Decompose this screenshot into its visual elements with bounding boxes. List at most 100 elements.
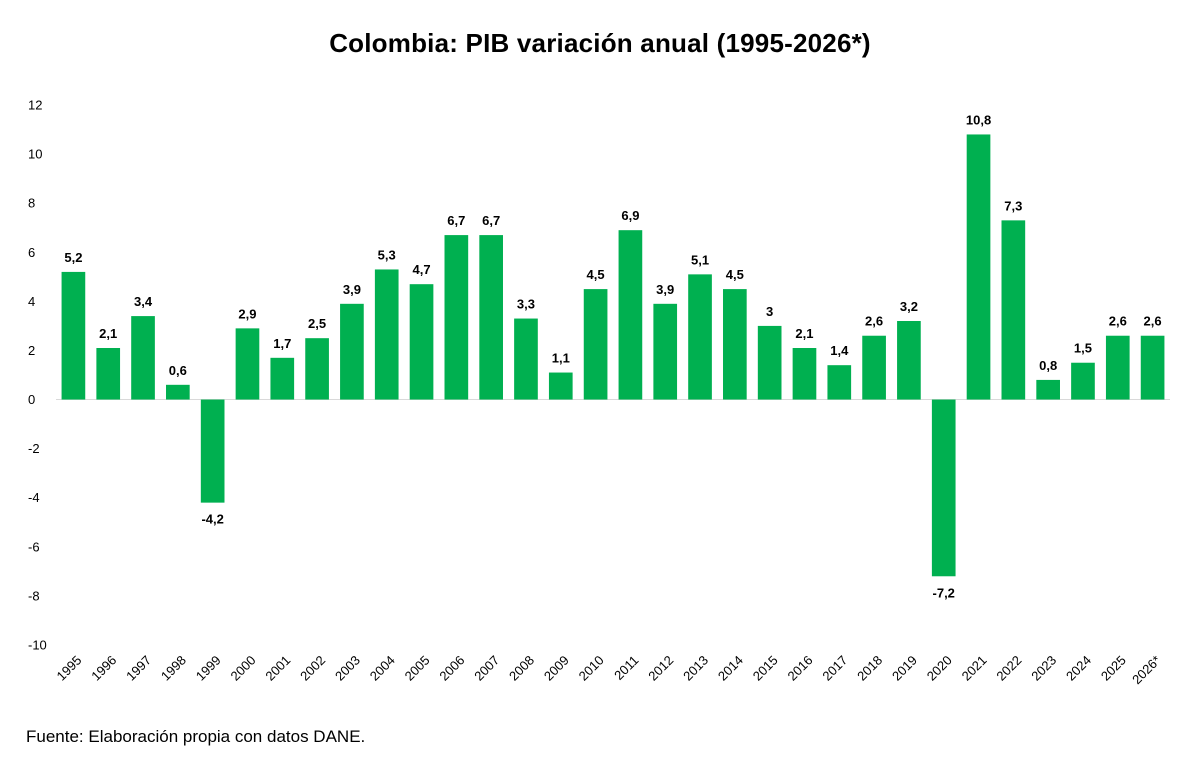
bar-2009 <box>548 372 573 400</box>
data-label: 6,9 <box>621 208 639 223</box>
data-label: 1,7 <box>273 336 291 351</box>
data-label: 3,2 <box>900 299 918 314</box>
bar-2019 <box>897 321 921 400</box>
x-tick-label: 2020 <box>924 653 955 684</box>
data-label: 2,1 <box>795 326 813 341</box>
bar-2023 <box>1036 379 1060 400</box>
data-label: 5,3 <box>378 247 396 262</box>
data-label: 4,5 <box>726 267 744 282</box>
bar-2016 <box>792 348 817 400</box>
bar-2026 <box>1140 335 1165 400</box>
bar-2011 <box>618 230 643 400</box>
y-tick-label: 2 <box>28 343 35 358</box>
bar-1998 <box>166 384 190 400</box>
bar-1995 <box>61 271 86 400</box>
bar-2022 <box>1001 220 1026 400</box>
data-label: 2,1 <box>99 326 117 341</box>
data-label: 2,6 <box>865 314 883 329</box>
x-tick-label: 2012 <box>645 653 676 684</box>
bar-2015 <box>757 325 782 400</box>
data-label: -4,2 <box>201 512 223 527</box>
chart-title: Colombia: PIB variación anual (1995-2026… <box>329 28 871 58</box>
x-tick-label: 2018 <box>854 653 885 684</box>
y-tick-label: 6 <box>28 245 35 260</box>
bar-2017 <box>827 365 852 400</box>
x-tick-label: 2014 <box>715 653 746 684</box>
data-label: 4,7 <box>412 262 430 277</box>
bar-2008 <box>514 318 538 400</box>
data-label: 10,8 <box>966 112 991 127</box>
bar-2024 <box>1071 362 1095 400</box>
x-tick-label: 2023 <box>1028 653 1059 684</box>
data-label: 3,3 <box>517 297 535 312</box>
data-label: 3,4 <box>134 294 153 309</box>
x-tick-label: 1996 <box>88 653 119 684</box>
y-tick-label: -8 <box>28 588 40 603</box>
y-tick-label: 12 <box>28 98 42 113</box>
bars <box>61 134 1165 577</box>
x-tick-label: 2026* <box>1129 653 1164 688</box>
x-tick-label: 2002 <box>297 653 328 684</box>
data-label: 3 <box>766 304 773 319</box>
y-tick-label: 0 <box>28 392 35 407</box>
bar-2004 <box>374 269 399 400</box>
data-label: 5,2 <box>64 250 82 265</box>
x-tick-label: 2025 <box>1098 653 1129 684</box>
bar-2010 <box>583 289 608 400</box>
x-tick-label: 2015 <box>750 653 781 684</box>
x-tick-label: 2013 <box>680 653 711 684</box>
y-tick-label: -2 <box>28 441 40 456</box>
x-tick-label: 2017 <box>819 653 850 684</box>
x-tick-label: 1995 <box>53 653 84 684</box>
y-tick-label: -6 <box>28 539 40 554</box>
x-tick-label: 2001 <box>262 653 293 684</box>
x-tick-label: 2004 <box>367 653 398 684</box>
bar-2003 <box>340 303 364 400</box>
bar-2001 <box>270 357 295 400</box>
y-tick-label: 10 <box>28 147 42 162</box>
x-tick-label: 1997 <box>123 653 154 684</box>
bar-2018 <box>862 335 886 400</box>
data-label: 2,6 <box>1144 314 1162 329</box>
bar-2014 <box>723 289 747 400</box>
x-tick-label: 2022 <box>993 653 1024 684</box>
y-tick-label: 8 <box>28 196 35 211</box>
data-label: 3,9 <box>343 282 361 297</box>
bar-2012 <box>653 303 678 400</box>
x-tick-label: 2019 <box>889 653 920 684</box>
bar-1997 <box>131 316 155 400</box>
bar-2020 <box>931 399 956 577</box>
data-label: 2,5 <box>308 316 326 331</box>
data-label: 1,1 <box>552 351 570 366</box>
x-tick-label: 2021 <box>959 653 990 684</box>
data-label: 4,5 <box>587 267 605 282</box>
x-tick-label: 2016 <box>785 653 816 684</box>
data-label: 0,8 <box>1039 358 1057 373</box>
y-axis: -10 -8 -6 -4 -2 0 2 4 6 8 10 12 <box>28 98 47 653</box>
source-note: Fuente: Elaboración propia con datos DAN… <box>26 727 366 746</box>
bar-2025 <box>1105 335 1130 400</box>
x-tick-label: 2009 <box>541 653 572 684</box>
x-tick-label: 2000 <box>228 653 259 684</box>
x-tick-label: 2003 <box>332 653 363 684</box>
data-label: -7,2 <box>933 585 955 600</box>
bar-2000 <box>235 328 260 400</box>
y-tick-label: -10 <box>28 638 47 653</box>
data-label: 5,1 <box>691 252 709 267</box>
data-label: 1,5 <box>1074 341 1092 356</box>
bar-2013 <box>688 274 712 400</box>
x-axis: 1995 1996 1997 1998 1999 2000 2001 2002 2003 2004… <box>53 653 1163 688</box>
x-tick-label: 2005 <box>402 653 433 684</box>
bar-2005 <box>409 284 434 400</box>
data-label: 6,7 <box>482 213 500 228</box>
x-tick-label: 2024 <box>1063 653 1094 684</box>
x-tick-label: 1998 <box>158 653 189 684</box>
bar-2002 <box>305 338 329 400</box>
data-labels: 5,2 2,1 3,4 0,6 -4,2 2,9 1,7 2,5 3,9 5,3 4,7 6,7 6,7… <box>64 112 1161 600</box>
x-tick-label: 1999 <box>193 653 224 684</box>
data-label: 2,6 <box>1109 314 1127 329</box>
data-label: 0,6 <box>169 363 187 378</box>
x-tick-label: 2008 <box>506 653 537 684</box>
bar-2007 <box>479 235 503 400</box>
data-label: 6,7 <box>447 213 465 228</box>
